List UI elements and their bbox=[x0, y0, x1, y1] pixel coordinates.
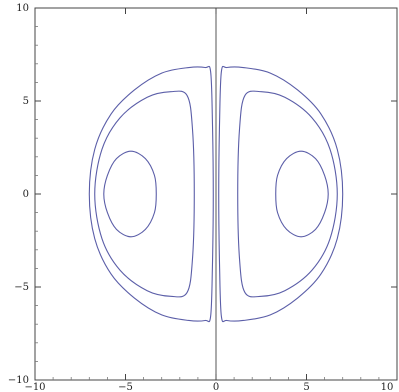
contour-outer-right bbox=[218, 65, 344, 323]
contour-inner-right bbox=[275, 150, 329, 238]
tick-layer: −10 −5 0 5 10 10 5 0 −5 −10 bbox=[8, 3, 398, 392]
contour-middle-right bbox=[237, 90, 338, 298]
y-tick-label--10: −10 bbox=[8, 375, 29, 386]
contour-outer-left bbox=[88, 65, 214, 323]
y-tick-label-0: 0 bbox=[23, 189, 29, 200]
contour-inner-left bbox=[103, 150, 157, 238]
x-tick-label-5: 5 bbox=[303, 382, 309, 392]
contour-middle-left bbox=[94, 90, 195, 298]
y-tick-label--5: −5 bbox=[14, 282, 29, 293]
x-tick-label--5: −5 bbox=[118, 382, 133, 392]
y-tick-label-10: 10 bbox=[16, 3, 29, 14]
contour-layer bbox=[88, 65, 344, 323]
x-tick-label-10: 10 bbox=[381, 382, 394, 392]
y-tick-label-5: 5 bbox=[23, 96, 29, 107]
x-tick-label--10: −10 bbox=[24, 382, 45, 392]
x-tick-label-0: 0 bbox=[213, 382, 219, 392]
